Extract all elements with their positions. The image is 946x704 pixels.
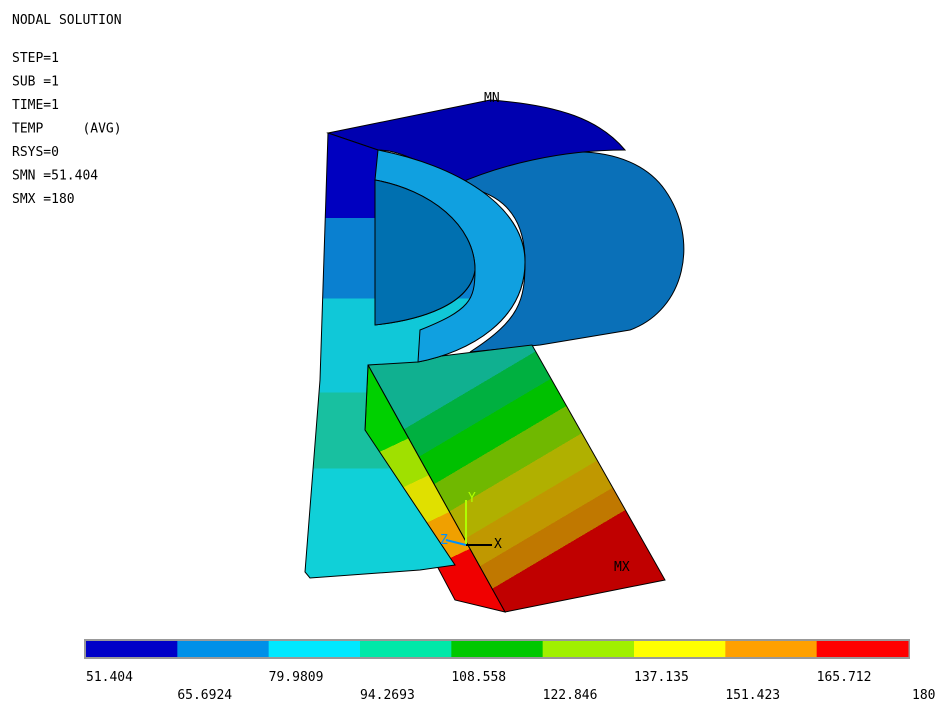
legend-swatch (816, 641, 909, 657)
bowl-back (453, 151, 685, 353)
legend-swatch (634, 641, 726, 657)
legend-value: 180 (912, 688, 935, 703)
hole-inner (374, 179, 476, 326)
triad-z-axis (445, 539, 467, 546)
info-block: STEP=1 SUB =1 TIME=1 TEMP (AVG) RSYS=0 SMN =5… (12, 51, 122, 207)
triad-y-label: Y (468, 491, 476, 506)
legend-value: 151.423 (725, 688, 780, 703)
info-line: TIME=1 (12, 98, 59, 113)
legend-swatch (268, 641, 361, 657)
legend-swatch (86, 641, 178, 657)
legend: 51.404 65.6924 79.9809 94.2693 108.558 122.84… (86, 641, 935, 703)
legend-value: 65.6924 (177, 688, 232, 703)
triad-z-label: Z (440, 533, 448, 548)
max-marker: MX (614, 560, 630, 575)
info-line: SMN =51.404 (12, 169, 98, 184)
min-marker: MN (484, 91, 500, 106)
triad (445, 500, 492, 546)
legend-value: 122.846 (543, 688, 598, 703)
legend-swatch (360, 641, 452, 657)
legend-value: 165.712 (817, 670, 872, 685)
legend-swatch (451, 641, 544, 657)
legend-value: 79.9809 (269, 670, 324, 685)
plot-title: NODAL SOLUTION (12, 13, 122, 28)
info-line: RSYS=0 (12, 145, 59, 160)
info-line: TEMP (AVG) (12, 122, 122, 137)
legend-value: 137.135 (634, 670, 689, 685)
legend-value: 108.558 (451, 670, 506, 685)
info-line: SUB =1 (12, 75, 59, 90)
legend-value: 94.2693 (360, 688, 415, 703)
model (304, 99, 685, 613)
info-line: STEP=1 (12, 51, 59, 66)
info-line: SMX =180 (12, 192, 75, 207)
triad-x-label: X (494, 537, 502, 552)
legend-value: 51.404 (86, 670, 133, 685)
legend-swatch (725, 641, 818, 657)
legend-swatch (542, 641, 635, 657)
legend-swatch (177, 641, 270, 657)
